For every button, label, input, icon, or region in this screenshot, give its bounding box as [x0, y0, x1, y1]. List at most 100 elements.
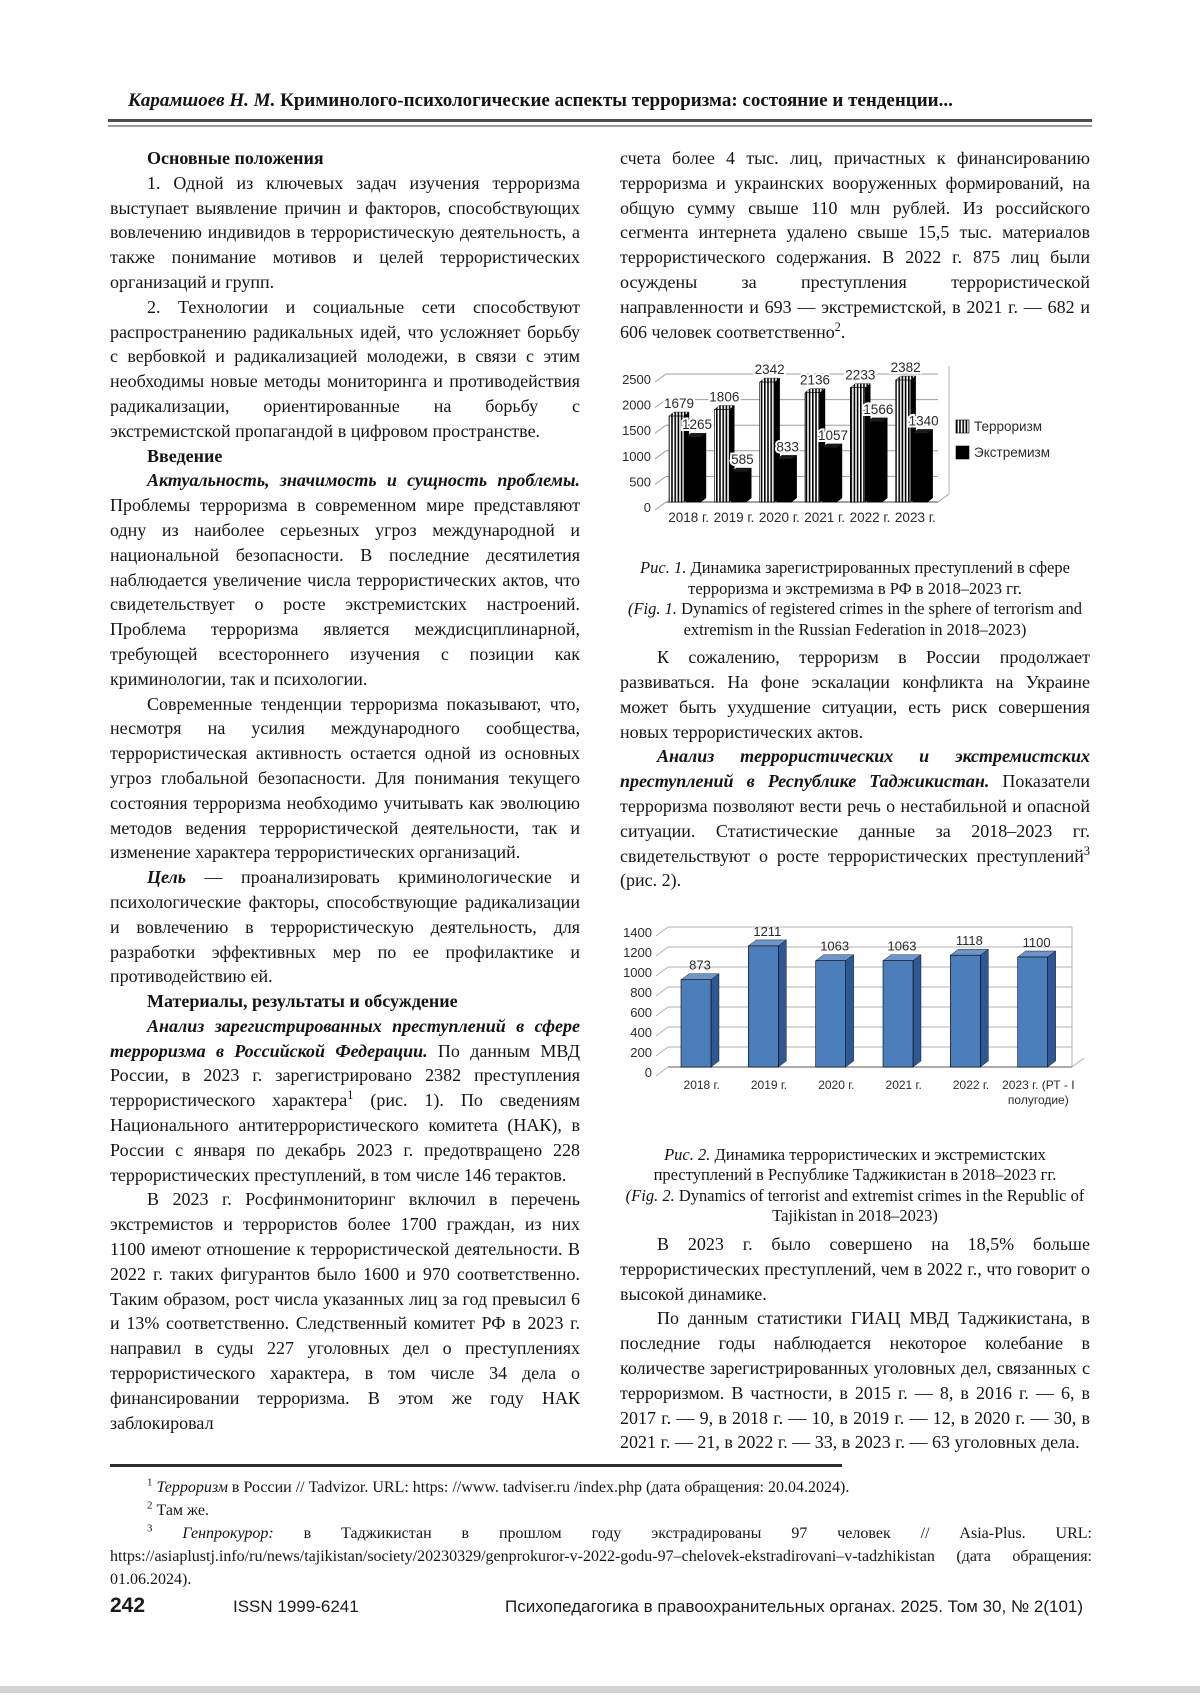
- footnote-ref-1: 1: [347, 1088, 354, 1103]
- paragraph-relevance-text: Проблемы терроризма в современном мире п…: [110, 495, 580, 689]
- paragraph-relevance: Актуальность, значимость и сущность проб…: [110, 468, 580, 691]
- header-rule-bottom: [108, 125, 1092, 127]
- figure-1-caption-en-text: Dynamics of registered crimes in the sph…: [677, 599, 1083, 639]
- y-tick-label: 1000: [622, 449, 651, 464]
- paragraph-key-point-2: 2. Технологии и социальные сети способст…: [110, 296, 580, 441]
- figure-2-label-en: (Fig. 2.: [625, 1185, 675, 1205]
- data-label-terrorism: 1806: [709, 390, 739, 405]
- figure-2-caption-en: (Fig. 2. Dynamics of terrorist and extre…: [620, 1186, 1090, 1227]
- journal-title: Психопедагогика в правоохранительных орг…: [505, 1597, 1084, 1616]
- figure-2-label-ru: Рис. 2.: [664, 1144, 711, 1164]
- paragraph-rf-analysis: Анализ зарегистрированных преступлений в…: [110, 1014, 580, 1188]
- x-tick-label: 2019 г.: [751, 1078, 787, 1092]
- bar-side: [700, 433, 707, 503]
- paragraph-modern-trends: Современные тенденции терроризма показыв…: [110, 693, 580, 863]
- x-tick-label: 2022 г.: [850, 510, 891, 525]
- footnote-3-text: в Таджикистан в прошлом году экстрадиров…: [110, 1525, 1093, 1588]
- paragraph-growth-2023: В 2023 г. было совершено на 18,5% больше…: [620, 1233, 1090, 1304]
- section-heading-key-points: Основные положения: [147, 148, 324, 168]
- y-tick-label: 1500: [622, 424, 651, 439]
- legend-label: Экстремизм: [974, 445, 1050, 460]
- footnote-ref-2: 2: [834, 319, 841, 334]
- data-label: 1063: [820, 939, 849, 954]
- data-label-terrorism: 2382: [891, 360, 921, 375]
- bar: [685, 437, 702, 503]
- figure-2-caption-ru-text: Динамика террористических и экстремистск…: [653, 1144, 1057, 1185]
- running-head-author: Карамшоев Н. М.: [128, 90, 276, 111]
- legend-swatch: [955, 420, 970, 434]
- footnote-1-marker: 1: [147, 1476, 153, 1489]
- figure-1: 0 500 1000 1500 2000 2500 1679 1265 2018 г. 1806 5…: [620, 352, 1090, 555]
- header-rule-top: [108, 119, 1092, 122]
- figure-1-caption-ru-text: Динамика зарегистрированных преступлений…: [686, 558, 1070, 598]
- figure-2-caption-ru: Рис. 2. Динамика террористических и экст…: [620, 1145, 1090, 1186]
- footnote-3: 3 Генпрокурор: в Таджикистан в прошлом г…: [110, 1522, 1092, 1591]
- data-label: 1100: [1023, 935, 1051, 950]
- figure-2-caption-en-text: Dynamics of terrorist and extremist crim…: [674, 1185, 1085, 1226]
- x-tick-label: 2021 г.: [804, 510, 845, 525]
- bar: [882, 960, 914, 1068]
- bar-side: [710, 973, 720, 1068]
- y-tick-label: 1400: [623, 925, 652, 940]
- paragraph-rf-analysis-b: (рис. 1). По сведениям Национального ант…: [110, 1090, 580, 1185]
- footnote-3-marker: 3: [147, 1522, 153, 1535]
- bar-side: [791, 455, 797, 503]
- figure-1-caption-en: (Fig. 1. Dynamics of registered crimes i…: [620, 599, 1090, 640]
- paragraph-accounts-text: счета более 4 тыс. лиц, причастных к фин…: [620, 148, 1090, 342]
- bar-side: [845, 954, 854, 1068]
- data-label-extremism: 833: [776, 440, 799, 455]
- bar-side: [778, 939, 787, 1068]
- figure-1-label-en: (Fig. 1.: [627, 599, 677, 619]
- y-tick-label: 500: [629, 475, 651, 490]
- bar: [1017, 956, 1048, 1068]
- bar-side: [912, 954, 922, 1068]
- issn: ISSN 1999-6241: [233, 1597, 359, 1616]
- x-tick-label: 2020 г.: [818, 1078, 854, 1092]
- x-tick-label: 2018 г.: [668, 510, 709, 525]
- footnote-2-marker: 2: [147, 1499, 153, 1512]
- section-heading-materials: Материалы, результаты и обсуждение: [147, 991, 458, 1012]
- bar: [804, 392, 821, 503]
- bar: [668, 416, 685, 503]
- bar: [850, 387, 866, 503]
- x-tick-label: 2022 г.: [953, 1078, 989, 1092]
- bar-side: [836, 443, 843, 503]
- paragraph-giac-statistics: По данным статистики ГИАЦ МВД Таджикиста…: [620, 1308, 1090, 1453]
- y-tick-label: 400: [630, 1025, 652, 1040]
- paragraph-russia-continues: К сожалению, терроризм в России продолжа…: [620, 647, 1090, 742]
- paragraph-accounts-blocked: счета более 4 тыс. лиц, причастных к фин…: [620, 146, 1090, 344]
- footnote-3-italic: Генпрокурор:: [182, 1525, 274, 1542]
- y-tick-label: 2000: [622, 398, 651, 413]
- lead-rf-analysis: Анализ зарегистрированных преступлений в…: [110, 1015, 580, 1061]
- paragraph-key-point-1: 1. Одной из ключевых задач изучения терр…: [110, 172, 580, 292]
- page-footer: 242 ISSN 1999-6241 Психопедагогика в пра…: [0, 1592, 1200, 1632]
- paragraph-tajikistan-analysis: Анализ террористических и экстремистских…: [620, 744, 1090, 893]
- data-label-extremism: 585: [731, 452, 754, 467]
- data-label-extremism: 1265: [682, 418, 712, 433]
- paragraph-accounts-end: .: [840, 321, 846, 342]
- bar-side: [746, 468, 752, 503]
- bar-side: [927, 429, 933, 503]
- bar: [759, 382, 775, 503]
- figure-2-caption: Рис. 2. Динамика террористических и экст…: [620, 1145, 1090, 1227]
- bar: [776, 459, 792, 503]
- legend-swatch: [955, 446, 970, 460]
- data-label-terrorism: 2342: [755, 362, 785, 377]
- footnote-1: 1 Терроризм в России // Tadvizor. URL: h…: [110, 1476, 1092, 1499]
- bar: [912, 433, 928, 503]
- x-tick-label: 2023 г.: [895, 510, 936, 525]
- x-tick-label: 2021 г.: [886, 1078, 922, 1092]
- y-tick-label: 200: [630, 1045, 652, 1060]
- bar: [714, 409, 730, 503]
- legend-label: Терроризм: [974, 419, 1042, 434]
- data-label: 1063: [888, 939, 917, 954]
- page-number: 242: [110, 1594, 146, 1617]
- fig2-bar-chart-tajikistan: 0 200 400 600 800 1000 1200 1400 873 2018 г. 1211 2…: [623, 924, 1085, 1107]
- bar: [821, 447, 838, 503]
- footnote-ref-3: 3: [1083, 843, 1090, 858]
- bar-side: [980, 948, 989, 1068]
- left-column: Основные положения 1. Одной из ключевых …: [110, 146, 580, 1435]
- footnotes: 1 Терроризм в России // Tadvizor. URL: h…: [110, 1476, 1092, 1591]
